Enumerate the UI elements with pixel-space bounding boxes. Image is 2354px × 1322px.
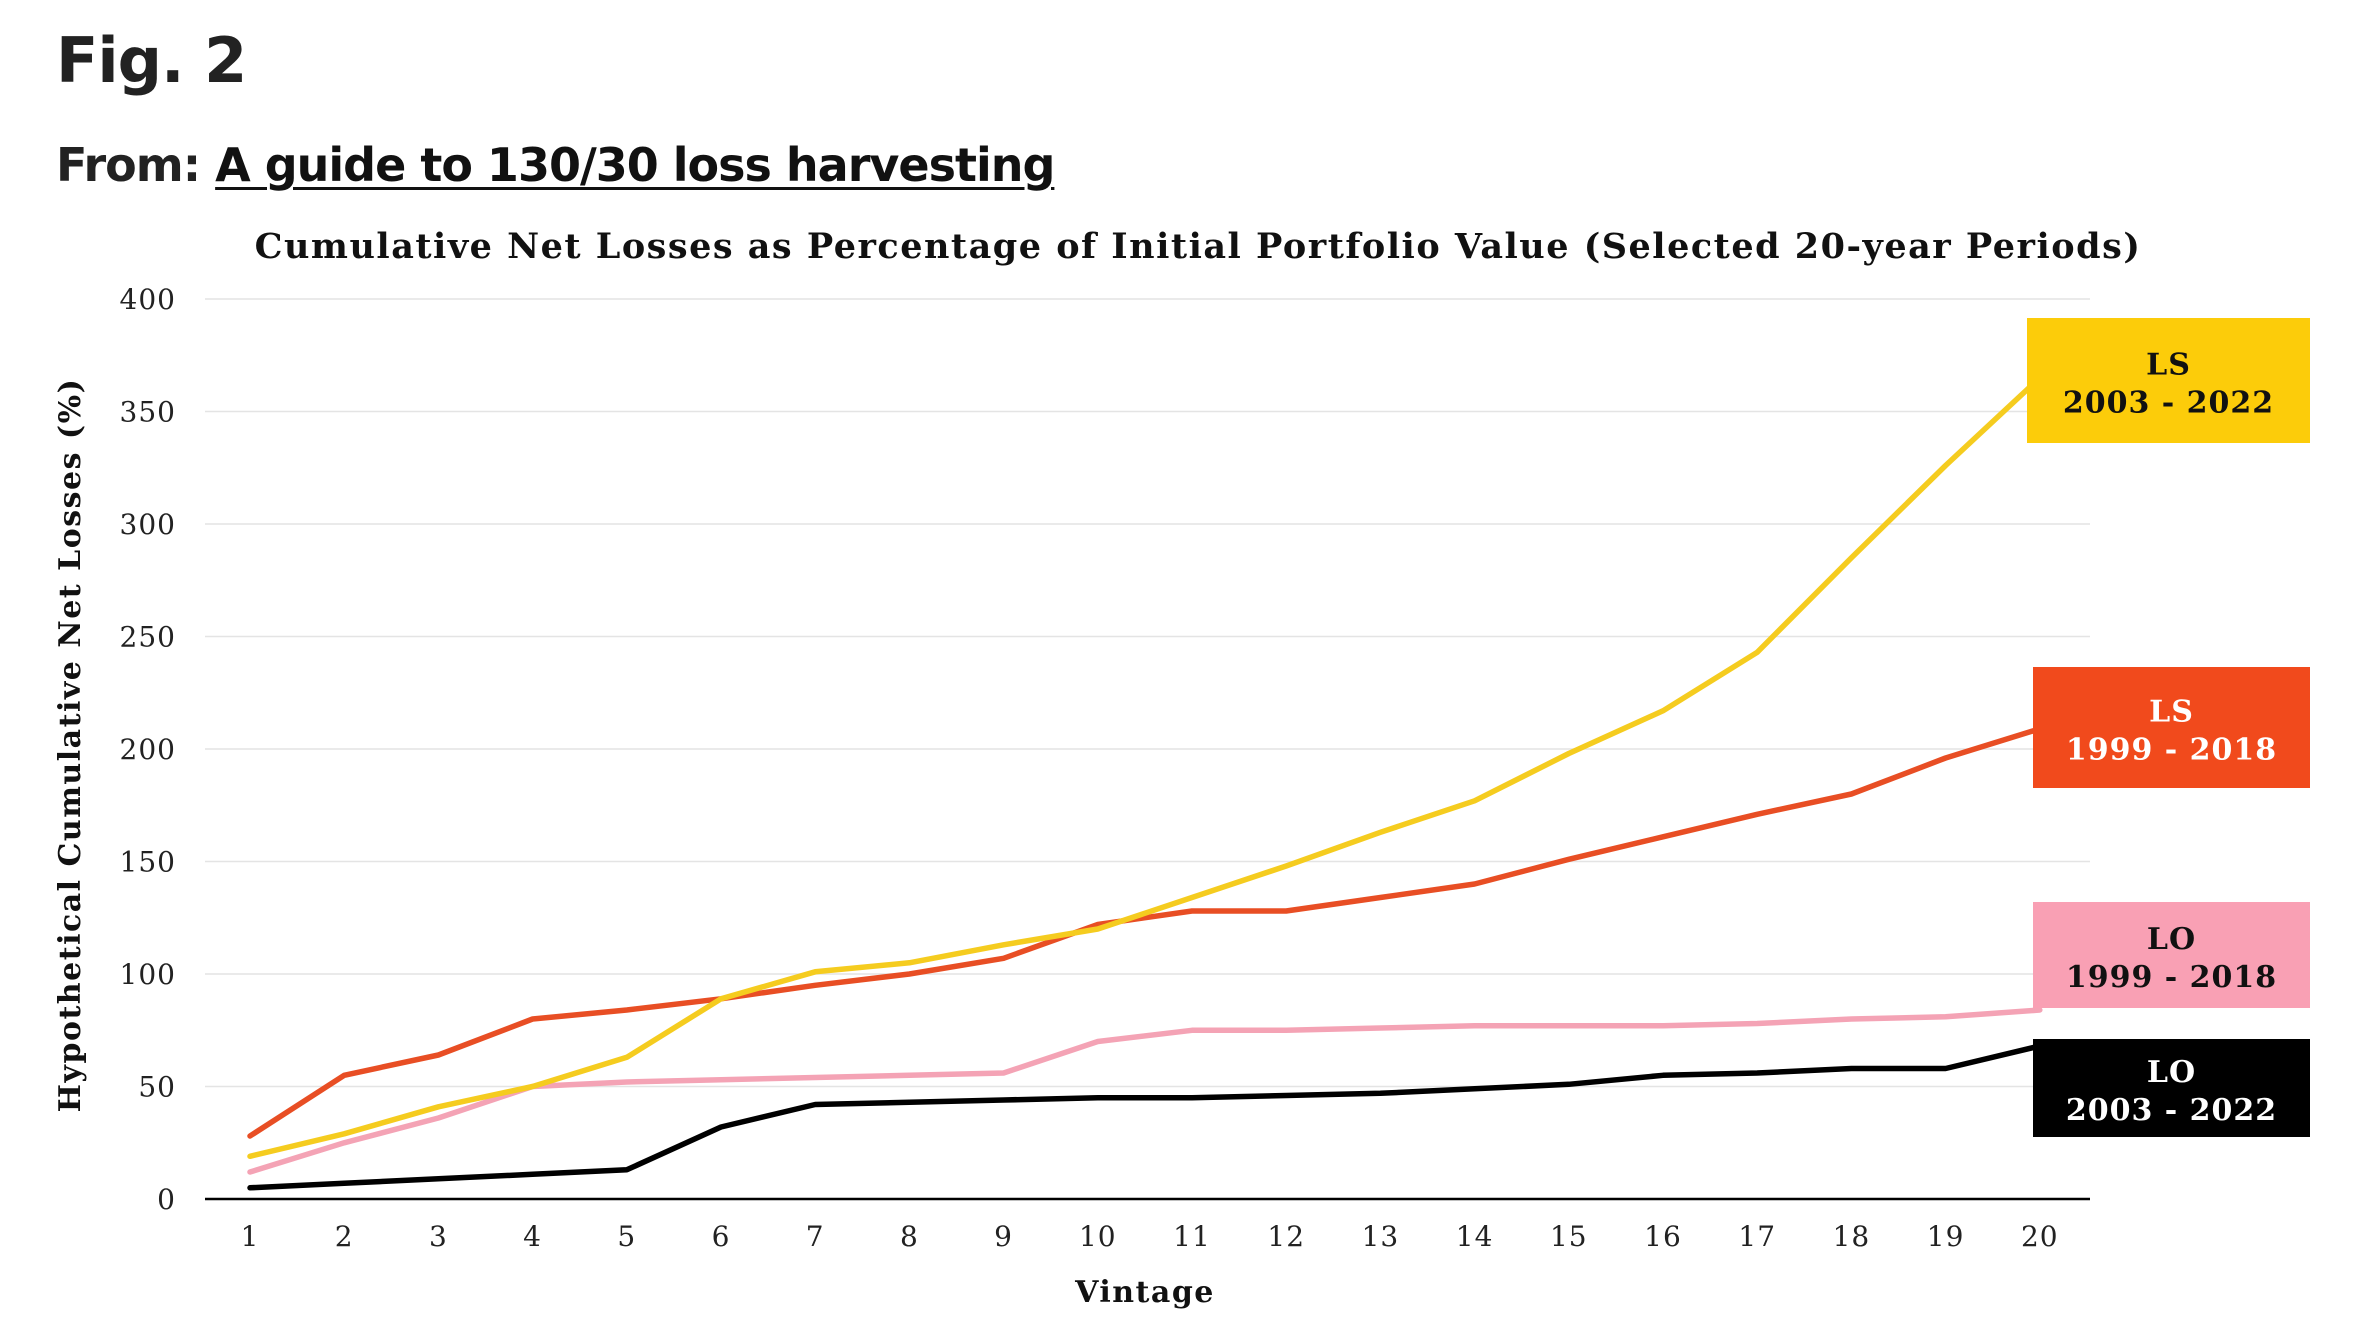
figure-source: From: A guide to 130/30 loss harvesting bbox=[56, 138, 1055, 192]
x-tick-label: 17 bbox=[1738, 1220, 1776, 1253]
figure-label: Fig. 2 bbox=[56, 24, 247, 97]
legend-series-type: LS bbox=[2146, 348, 2191, 383]
x-axis-label: Vintage bbox=[1074, 1275, 1215, 1310]
legend-series-type: LO bbox=[2147, 1055, 2196, 1090]
y-tick-label: 200 bbox=[120, 733, 176, 766]
series-line-lo-1999 bbox=[247, 1007, 2043, 1175]
x-tick-label: 10 bbox=[1079, 1220, 1117, 1253]
x-tick-label: 19 bbox=[1927, 1220, 1965, 1253]
legend-series-period: 2003 - 2022 bbox=[2063, 386, 2274, 421]
chart-grid bbox=[205, 298, 2090, 1088]
x-tick-label: 5 bbox=[617, 1220, 636, 1253]
x-tick-label: 15 bbox=[1550, 1220, 1588, 1253]
y-tick-label: 250 bbox=[120, 621, 176, 654]
y-tick-label: 50 bbox=[138, 1071, 176, 1104]
x-tick-label: 4 bbox=[523, 1220, 542, 1253]
chart-series bbox=[247, 375, 2043, 1191]
y-axis-ticks: 0 50 100 150 200 250 300 350 400 bbox=[120, 283, 176, 1216]
chart-title: Cumulative Net Losses as Percentage of I… bbox=[255, 226, 2142, 267]
x-tick-label: 8 bbox=[900, 1220, 919, 1253]
legend-series-period: 2003 - 2022 bbox=[2066, 1093, 2277, 1128]
legend-box bbox=[2027, 318, 2310, 443]
x-axis-ticks: 1 2 3 4 5 6 7 8 9 10 11 12 13 14 15 16 17 18 19 20 bbox=[241, 1220, 2059, 1253]
x-tick-label: 12 bbox=[1267, 1220, 1305, 1253]
x-tick-label: 3 bbox=[429, 1220, 448, 1253]
from-prefix: From: bbox=[56, 138, 201, 192]
legend-box bbox=[2033, 902, 2310, 1008]
x-tick-label: 18 bbox=[1833, 1220, 1871, 1253]
series-line-ls-2003 bbox=[247, 375, 2043, 1160]
legend-series-type: LO bbox=[2147, 922, 2196, 957]
legend-series-period: 1999 - 2018 bbox=[2066, 960, 2277, 995]
x-tick-label: 2 bbox=[335, 1220, 354, 1253]
y-tick-label: 400 bbox=[120, 283, 176, 316]
x-tick-label: 13 bbox=[1362, 1220, 1400, 1253]
x-tick-label: 20 bbox=[2021, 1220, 2059, 1253]
x-tick-label: 7 bbox=[806, 1220, 825, 1253]
y-tick-label: 150 bbox=[120, 846, 176, 879]
x-tick-label: 6 bbox=[712, 1220, 731, 1253]
y-tick-label: 100 bbox=[120, 958, 176, 991]
series-line-lo-2003 bbox=[247, 1043, 2043, 1191]
article-link[interactable]: A guide to 130/30 loss harvesting bbox=[215, 138, 1055, 192]
x-tick-label: 1 bbox=[241, 1220, 260, 1253]
y-tick-label: 0 bbox=[157, 1183, 176, 1216]
x-tick-label: 14 bbox=[1456, 1220, 1494, 1253]
legend-series-period: 1999 - 2018 bbox=[2066, 733, 2277, 768]
x-tick-label: 11 bbox=[1173, 1220, 1211, 1253]
series-line-ls-1999 bbox=[247, 726, 2043, 1139]
legend-box bbox=[2033, 667, 2310, 788]
y-axis-label: Hypothetical Cumulative Net Losses (%) bbox=[53, 378, 88, 1113]
y-tick-label: 350 bbox=[120, 396, 176, 429]
legend-series-type: LS bbox=[2149, 695, 2194, 730]
x-tick-label: 9 bbox=[994, 1220, 1013, 1253]
legend-box bbox=[2033, 1039, 2310, 1137]
y-tick-label: 300 bbox=[120, 508, 176, 541]
x-tick-label: 16 bbox=[1644, 1220, 1682, 1253]
